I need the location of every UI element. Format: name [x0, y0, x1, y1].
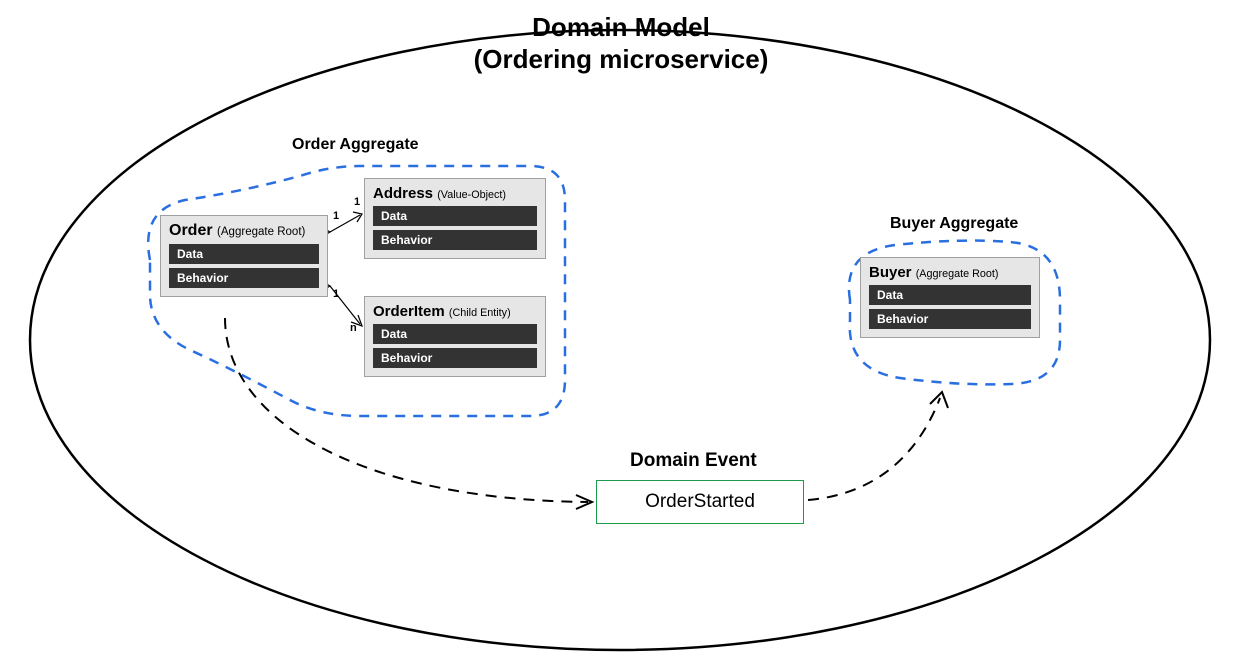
- domain-model-ellipse: [30, 30, 1210, 650]
- entity-orderitem-row-data: Data: [373, 324, 537, 344]
- domain-event-text: OrderStarted: [645, 491, 755, 513]
- entity-order-stereo: (Aggregate Root): [217, 226, 305, 238]
- entity-address: Address (Value-Object) Data Behavior: [364, 178, 546, 259]
- entity-address-stereo: (Value-Object): [437, 189, 506, 201]
- entity-orderitem-stereo: (Child Entity): [449, 307, 511, 319]
- entity-orderitem: OrderItem (Child Entity) Data Behavior: [364, 296, 546, 377]
- mult-order-address-src: 1: [333, 210, 339, 222]
- entity-address-name: Address: [373, 185, 433, 202]
- order-aggregate-label: Order Aggregate: [292, 136, 419, 154]
- mult-order-address-dst: 1: [354, 196, 360, 208]
- entity-buyer-name: Buyer: [869, 264, 912, 281]
- entity-order-row-data: Data: [169, 244, 319, 264]
- entity-buyer-row-behavior: Behavior: [869, 309, 1031, 329]
- domain-event-label: Domain Event: [630, 450, 757, 472]
- diagram-canvas: Domain Model (Ordering microservice): [0, 0, 1242, 656]
- entity-order: Order (Aggregate Root) Data Behavior: [160, 215, 328, 297]
- diagram-title-line2: (Ordering microservice): [0, 44, 1242, 75]
- diagram-svg-overlay: [0, 0, 1242, 656]
- entity-order-row-behavior: Behavior: [169, 268, 319, 288]
- entity-address-row-behavior: Behavior: [373, 230, 537, 250]
- diagram-title-line1: Domain Model: [0, 12, 1242, 43]
- entity-orderitem-row-behavior: Behavior: [373, 348, 537, 368]
- arrow-event-to-buyer: [808, 398, 940, 500]
- entity-orderitem-name: OrderItem: [373, 303, 445, 320]
- entity-buyer: Buyer (Aggregate Root) Data Behavior: [860, 257, 1040, 338]
- entity-address-row-data: Data: [373, 206, 537, 226]
- mult-order-orderitem-src: 1: [333, 288, 339, 300]
- entity-buyer-row-data: Data: [869, 285, 1031, 305]
- domain-event-box: OrderStarted: [596, 480, 804, 524]
- buyer-aggregate-label: Buyer Aggregate: [890, 215, 1018, 233]
- entity-buyer-stereo: (Aggregate Root): [916, 268, 999, 280]
- entity-order-name: Order: [169, 222, 213, 239]
- mult-order-orderitem-dst: n: [350, 322, 357, 334]
